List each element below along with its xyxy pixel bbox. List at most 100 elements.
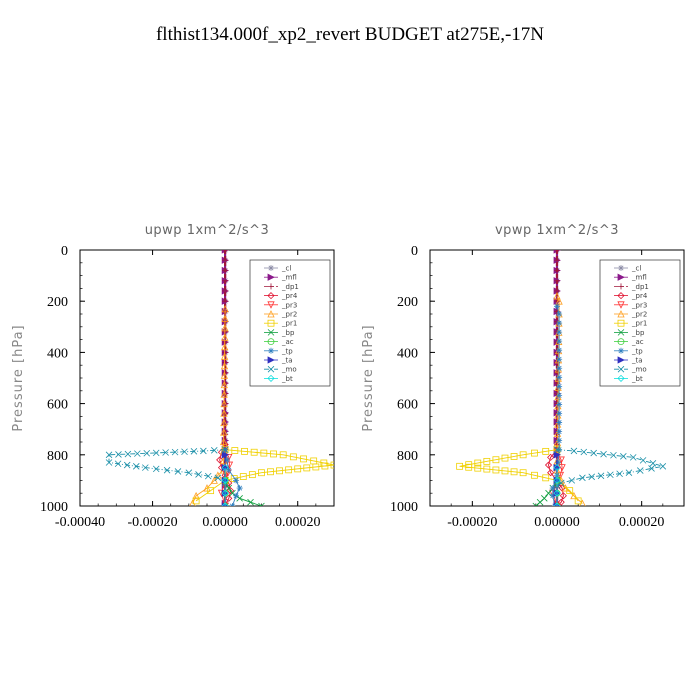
y-tick-label: 200 bbox=[397, 295, 418, 310]
legend-entry: _bp bbox=[264, 329, 295, 337]
data-point bbox=[556, 329, 563, 336]
legend-marker bbox=[267, 319, 275, 327]
data-point bbox=[239, 473, 247, 480]
data-point bbox=[553, 451, 561, 459]
data-point bbox=[152, 465, 160, 473]
data-point bbox=[247, 498, 254, 506]
data-point bbox=[553, 464, 561, 472]
data-point bbox=[629, 454, 637, 461]
data-point bbox=[474, 459, 482, 467]
data-point bbox=[192, 491, 200, 500]
legend-label: _pr3 bbox=[631, 301, 647, 309]
data-point bbox=[123, 461, 131, 469]
y-tick-label: 400 bbox=[47, 346, 68, 361]
legend-label: _ac bbox=[631, 338, 644, 346]
data-point bbox=[221, 489, 229, 497]
data-point bbox=[636, 467, 644, 474]
data-point bbox=[501, 454, 509, 462]
y-tick-label: 800 bbox=[47, 449, 68, 464]
legend-entry: _tp bbox=[614, 347, 643, 355]
data-point bbox=[590, 449, 597, 457]
legend-marker bbox=[617, 310, 625, 318]
data-point bbox=[105, 451, 113, 459]
x-tick-label: 0.00020 bbox=[619, 515, 665, 530]
data-point bbox=[221, 476, 229, 484]
legend-marker bbox=[267, 374, 275, 382]
data-point bbox=[519, 451, 527, 459]
legend-marker bbox=[268, 283, 274, 290]
data-point bbox=[510, 468, 518, 476]
data-point bbox=[465, 463, 473, 471]
figure-title: flthist134.000f_xp2_revert BUDGET at275E… bbox=[156, 24, 544, 45]
plot-area bbox=[456, 250, 667, 506]
data-point bbox=[620, 453, 627, 460]
legend-marker bbox=[617, 273, 625, 281]
data-point bbox=[556, 428, 563, 435]
data-point bbox=[547, 469, 555, 477]
data-point bbox=[195, 471, 202, 478]
data-point bbox=[556, 392, 563, 399]
legend-marker bbox=[267, 365, 275, 373]
data-point bbox=[616, 470, 623, 478]
data-point bbox=[553, 489, 561, 497]
data-point bbox=[556, 383, 563, 390]
data-point bbox=[289, 453, 297, 461]
y-axis-label: Pressure [hPa] bbox=[361, 324, 376, 431]
data-point bbox=[270, 450, 277, 458]
data-point bbox=[556, 419, 563, 426]
series-pr1 bbox=[192, 446, 334, 505]
y-tick-label: 800 bbox=[397, 449, 418, 464]
data-point bbox=[220, 361, 229, 370]
data-point bbox=[220, 352, 229, 360]
data-point bbox=[222, 250, 229, 253]
data-point bbox=[553, 292, 561, 300]
data-point bbox=[260, 449, 268, 457]
data-point bbox=[597, 472, 605, 480]
legend-entry: _ac bbox=[264, 338, 294, 346]
legend-label: _cl bbox=[281, 265, 291, 273]
legend-label: _pr2 bbox=[631, 311, 647, 319]
data-point bbox=[276, 467, 283, 475]
data-point bbox=[554, 383, 562, 391]
data-point bbox=[220, 380, 228, 389]
legend: _cl_mfl_dp1_pr4_pr3_pr2_pr1_bp_ac_tp_ta_… bbox=[599, 259, 681, 387]
legend-label: _pr3 bbox=[281, 301, 297, 309]
data-point bbox=[554, 277, 560, 284]
data-point bbox=[236, 485, 243, 492]
legend-entry: _bt bbox=[264, 374, 293, 383]
legend-label: _pr2 bbox=[281, 311, 297, 319]
legend-marker bbox=[267, 310, 275, 318]
y-tick-label: 200 bbox=[47, 295, 68, 310]
data-point bbox=[588, 473, 595, 481]
legend-box bbox=[599, 259, 681, 387]
series-bt bbox=[221, 464, 229, 506]
data-point bbox=[221, 304, 229, 313]
data-point bbox=[267, 468, 274, 476]
legend-entry: _mfl bbox=[264, 273, 297, 282]
data-point bbox=[549, 485, 556, 492]
data-point bbox=[531, 471, 538, 479]
legend-box bbox=[249, 259, 331, 387]
data-point bbox=[648, 465, 655, 472]
panel-title: upwp 1xm^2/s^3 bbox=[145, 223, 270, 238]
legend-label: _pr1 bbox=[631, 320, 647, 328]
x-tick-label: -0.00020 bbox=[447, 515, 497, 530]
x-tick-label: 0.00020 bbox=[275, 515, 321, 530]
legend-entry: _pr3 bbox=[264, 301, 297, 309]
data-point bbox=[559, 492, 567, 500]
legend-marker bbox=[617, 301, 625, 309]
y-tick-label: 400 bbox=[397, 346, 418, 361]
data-point bbox=[556, 410, 563, 417]
legend-label: _bt bbox=[631, 375, 643, 383]
series-line bbox=[556, 449, 663, 486]
data-point bbox=[279, 451, 287, 459]
data-point bbox=[579, 474, 586, 482]
data-point bbox=[639, 457, 647, 464]
data-point bbox=[221, 502, 229, 506]
data-point bbox=[222, 287, 229, 294]
data-point bbox=[542, 474, 550, 482]
data-point bbox=[312, 463, 320, 471]
y-tick-label: 0 bbox=[411, 244, 418, 259]
legend-label: _mfl bbox=[281, 274, 297, 282]
data-point bbox=[124, 450, 132, 458]
